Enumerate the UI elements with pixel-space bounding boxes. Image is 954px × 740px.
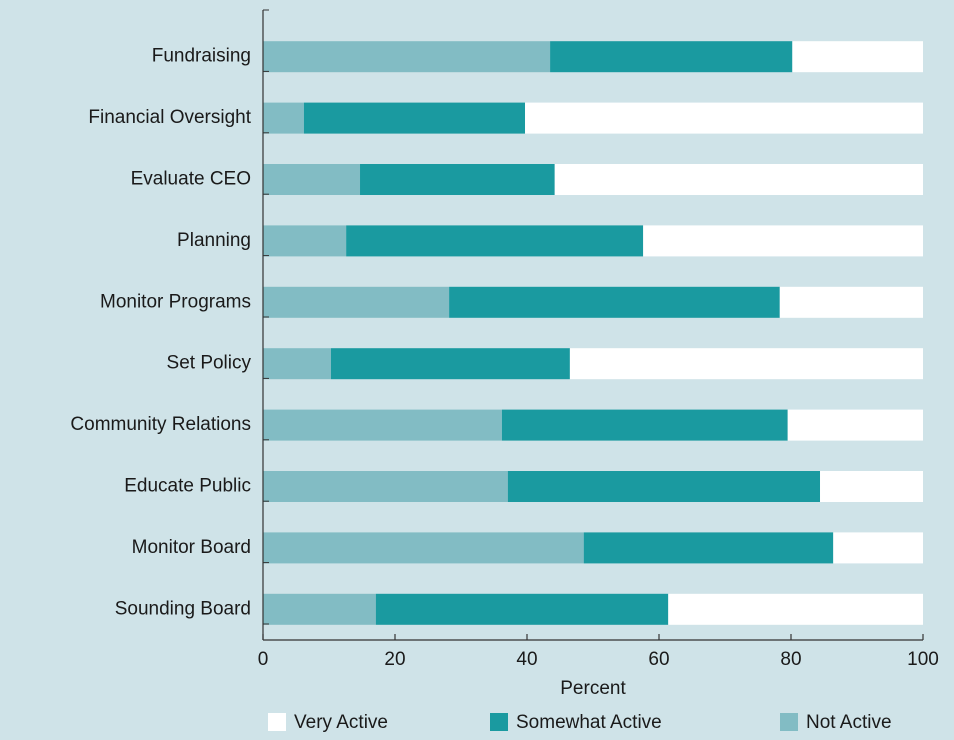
bar-segment bbox=[263, 164, 361, 195]
legend-label: Somewhat Active bbox=[516, 712, 662, 733]
bar-segment bbox=[263, 409, 502, 441]
bar-segment bbox=[263, 593, 376, 625]
x-axis-label: Percent bbox=[560, 678, 626, 699]
bar-segment bbox=[330, 348, 570, 380]
bar-segment bbox=[507, 471, 821, 502]
bar-segment bbox=[263, 471, 508, 502]
bar-segment bbox=[525, 102, 923, 134]
y-tick-label: Community Relations bbox=[70, 414, 251, 435]
bar-segment bbox=[303, 102, 526, 134]
y-tick-label: Planning bbox=[177, 230, 251, 251]
bar-segment bbox=[375, 593, 669, 625]
y-tick-label: Monitor Programs bbox=[100, 291, 251, 312]
x-tick-label: 20 bbox=[384, 649, 405, 670]
legend-label: Very Active bbox=[294, 712, 388, 733]
bar-segment bbox=[263, 286, 450, 318]
y-tick-label: Set Policy bbox=[167, 353, 252, 374]
bar-segment bbox=[833, 532, 923, 564]
y-tick-label: Evaluate CEO bbox=[131, 169, 251, 190]
bar-segment bbox=[583, 532, 834, 564]
y-tick-label: Financial Oversight bbox=[88, 107, 251, 128]
bar-segment bbox=[263, 102, 304, 134]
legend-swatch bbox=[490, 713, 508, 731]
x-tick-label: 0 bbox=[258, 649, 269, 670]
legend-swatch bbox=[268, 713, 286, 731]
bar-segment bbox=[360, 164, 555, 195]
bar-segment bbox=[820, 471, 923, 502]
y-tick-label: Monitor Board bbox=[132, 537, 251, 558]
bar-segment bbox=[668, 593, 923, 625]
y-tick-label: Sounding Board bbox=[115, 598, 251, 619]
bar-segment bbox=[263, 532, 584, 564]
x-tick-label: 60 bbox=[648, 649, 669, 670]
bar-segment bbox=[550, 41, 793, 73]
bar-segment bbox=[643, 225, 923, 257]
bar-segment bbox=[787, 409, 923, 441]
y-tick-label: Fundraising bbox=[152, 46, 251, 67]
bar-segment bbox=[449, 286, 780, 318]
legend-label: Not Active bbox=[806, 712, 892, 733]
bar-segment bbox=[554, 164, 923, 195]
bar-segment bbox=[569, 348, 923, 380]
y-tick-label: Educate Public bbox=[124, 476, 251, 497]
legend-swatch bbox=[780, 713, 798, 731]
x-tick-label: 80 bbox=[780, 649, 801, 670]
bar-segment bbox=[501, 409, 788, 441]
bar-segment bbox=[792, 41, 923, 73]
bar-segment bbox=[263, 41, 551, 73]
bar-segment bbox=[779, 286, 923, 318]
x-tick-label: 40 bbox=[516, 649, 537, 670]
bar-segment bbox=[263, 225, 347, 257]
bar-segment bbox=[346, 225, 644, 257]
x-tick-label: 100 bbox=[907, 649, 939, 670]
bar-segment bbox=[263, 348, 331, 380]
